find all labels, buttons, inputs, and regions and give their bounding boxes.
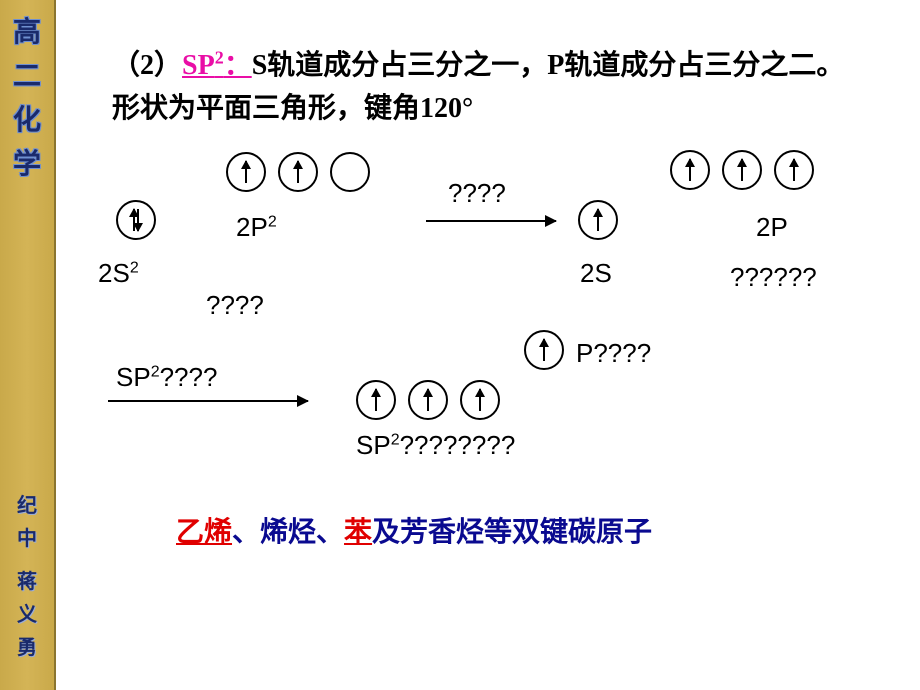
sp-label: SP2： xyxy=(182,50,252,81)
sb-char: 化 xyxy=(13,98,41,138)
label-sp2-bottom: SP2???????? xyxy=(356,430,515,461)
label-p: P???? xyxy=(576,338,651,369)
sidebar-author: 纪 中 蒋 义 勇 xyxy=(17,489,37,660)
heading: （2）SP2：S轨道成分占三分之一，P轨道成分占三分之二。形状为平面三角形，键角… xyxy=(112,44,872,131)
electron-up-icon xyxy=(597,209,599,231)
electron-up-icon xyxy=(543,339,545,361)
electron-up-icon xyxy=(741,159,743,181)
placeholder-q1: ???? xyxy=(448,178,506,209)
sb-char: 二 xyxy=(13,54,41,94)
electron-down-icon xyxy=(137,209,139,231)
orbital-sp2-c xyxy=(460,380,500,420)
sb-char: 勇 xyxy=(17,631,37,660)
placeholder-q2: ???? xyxy=(206,290,264,321)
sb-char: 高 xyxy=(13,10,41,50)
orbital-2s2 xyxy=(116,200,156,240)
label-2s2: 2S2 xyxy=(98,258,139,289)
label-2s: 2S xyxy=(580,258,612,289)
electron-up-icon xyxy=(427,389,429,411)
heading-prefix: （2） xyxy=(112,50,182,81)
sb-char: 义 xyxy=(17,598,37,627)
orbital-2p-c-empty xyxy=(330,152,370,192)
electron-up-icon xyxy=(793,159,795,181)
hl-ethylene: 乙烯 xyxy=(176,517,232,548)
sidebar-title: 高 二 化 学 xyxy=(13,10,41,182)
electron-up-icon xyxy=(245,161,247,183)
sb-char: 蒋 xyxy=(17,565,37,594)
orbital-p xyxy=(524,330,564,370)
orbital-sp2-b xyxy=(408,380,448,420)
sb-char: 学 xyxy=(13,142,41,182)
orbital-2s xyxy=(578,200,618,240)
label-2p: 2P xyxy=(756,212,788,243)
electron-up-icon xyxy=(479,389,481,411)
orbital-2p-d xyxy=(670,150,710,190)
label-2p2: 2P2 xyxy=(236,212,277,243)
reaction-arrow-icon xyxy=(426,220,556,222)
electron-up-icon xyxy=(689,159,691,181)
orbital-2p-e xyxy=(722,150,762,190)
placeholder-q3: ?????? xyxy=(730,262,817,293)
hl-benzene: 苯 xyxy=(344,517,372,548)
electron-up-icon xyxy=(375,389,377,411)
label-sp2-left: SP2???? xyxy=(116,362,217,393)
orbital-2p-b xyxy=(278,152,318,192)
orbital-2p-f xyxy=(774,150,814,190)
electron-up-icon xyxy=(297,161,299,183)
orbital-sp2-a xyxy=(356,380,396,420)
sidebar: 高 二 化 学 纪 中 蒋 义 勇 xyxy=(0,0,56,690)
sb-char: 中 xyxy=(17,522,37,551)
orbital-2p-a xyxy=(226,152,266,192)
reaction-arrow-icon xyxy=(108,400,308,402)
slide-content: （2）SP2：S轨道成分占三分之一，P轨道成分占三分之二。形状为平面三角形，键角… xyxy=(56,0,920,690)
sb-char: 纪 xyxy=(17,489,37,518)
examples-line: 乙烯、烯烃、苯及芳香烃等双键碳原子 xyxy=(176,510,652,550)
